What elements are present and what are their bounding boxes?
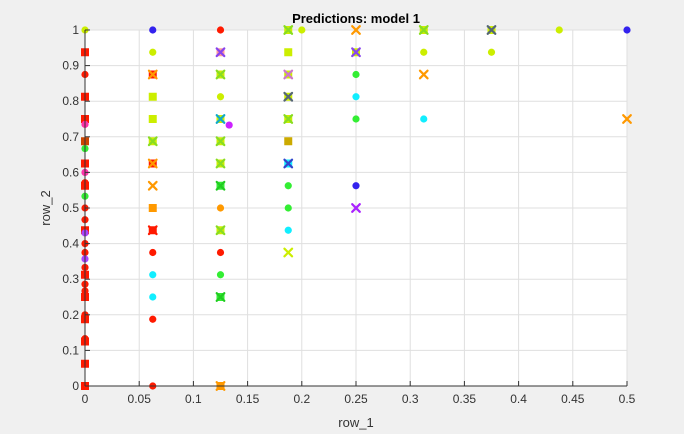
y-tick-label: 0.2 [62, 308, 79, 322]
data-point-circle [149, 26, 157, 34]
y-tick-label: 0.3 [62, 272, 79, 286]
axes: 0 0.05 0.1 0.15 0.2 0.25 0.3 0.35 0.4 0.45 0.5 0 0.1… [62, 23, 635, 406]
y-tick-label: 0.7 [62, 130, 79, 144]
data-point-circle [352, 182, 360, 190]
data-point-x [283, 247, 294, 258]
x-tick-label: 0.4 [510, 392, 527, 406]
data-point-x [215, 136, 226, 147]
data-point-square [148, 115, 157, 123]
x-tick-label: 0.2 [293, 392, 310, 406]
data-point-circle [352, 93, 360, 101]
data-point-circle [149, 48, 157, 56]
data-point-x [215, 225, 226, 236]
data-point-x [351, 25, 361, 35]
data-point-circle [352, 70, 360, 79]
data-point-x [283, 158, 294, 169]
data-point-circle [216, 93, 225, 101]
data-point-circle [284, 204, 292, 212]
x-tick-label: 0.15 [236, 392, 260, 406]
x-tick-label: 0 [82, 392, 89, 406]
data-point-circle [623, 26, 631, 34]
data-point-square [284, 48, 293, 57]
data-point-circle [298, 26, 306, 34]
data-point-x [215, 292, 226, 302]
data-point-circle [216, 271, 225, 279]
y-tick-label: 0 [72, 379, 79, 393]
data-point-x [418, 25, 429, 35]
data-point-x [486, 25, 497, 35]
data-point-x [147, 225, 158, 236]
x-tick-label: 0.5 [619, 392, 636, 406]
y-tick-label: 0.4 [62, 237, 79, 251]
chart-title: Predictions: model 1 [292, 11, 420, 26]
data-point-circle [149, 315, 157, 323]
data-point-circle [352, 115, 360, 123]
data-point-circle [149, 293, 157, 301]
data-point-x [147, 180, 158, 191]
data-point-x [215, 69, 226, 80]
data-point-x [351, 203, 361, 213]
data-point-circle [284, 226, 292, 234]
y-tick-label: 1 [72, 23, 79, 37]
y-axis-label: row_2 [38, 190, 53, 225]
data-point-circle [225, 121, 233, 129]
y-tick-label: 0.9 [62, 59, 79, 73]
data-point-x [215, 47, 226, 58]
data-point-square [284, 137, 293, 146]
data-point-circle [216, 204, 225, 212]
data-point-x [147, 69, 158, 80]
y-tick-label: 0.8 [62, 94, 79, 108]
data-point-x [147, 136, 158, 147]
data-point-circle [487, 48, 496, 56]
data-point-x [418, 69, 429, 80]
data-point-x [147, 158, 158, 169]
x-tick-label: 0.25 [344, 392, 368, 406]
data-point-square [148, 92, 157, 101]
data-point-x [351, 47, 361, 58]
y-tick-label: 0.6 [62, 165, 79, 179]
data-point-x [283, 114, 294, 124]
x-tick-label: 0.05 [128, 392, 152, 406]
data-point-circle [216, 26, 225, 34]
data-point-x [283, 69, 294, 80]
data-point-square [148, 204, 157, 212]
data-point-x [215, 158, 226, 169]
data-point-x [283, 91, 294, 102]
x-tick-label: 0.3 [402, 392, 419, 406]
x-tick-label: 0.1 [185, 392, 202, 406]
data-point-circle [216, 248, 225, 257]
data-point-circle [284, 182, 292, 190]
data-point-x [215, 180, 226, 191]
data-point-x [622, 114, 632, 124]
y-tick-label: 0.1 [62, 343, 79, 357]
data-point-circle [149, 271, 157, 279]
data-point-circle [149, 248, 157, 257]
data-point-circle [555, 26, 563, 34]
y-tick-label: 0.5 [62, 201, 79, 215]
data-point-circle [420, 48, 428, 56]
x-axis-label: row_1 [338, 415, 373, 430]
data-point-x [215, 114, 226, 124]
data-point-circle [420, 115, 428, 123]
x-tick-label: 0.45 [561, 392, 585, 406]
data-point-x [283, 25, 294, 35]
x-tick-label: 0.35 [453, 392, 477, 406]
